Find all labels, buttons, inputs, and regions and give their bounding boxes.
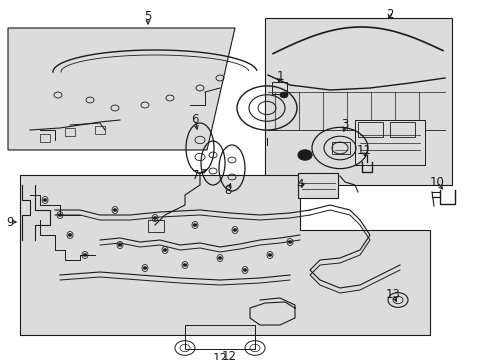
Text: 6: 6: [191, 113, 198, 126]
Circle shape: [163, 248, 167, 252]
Bar: [264, 18, 451, 185]
Circle shape: [243, 269, 246, 271]
Circle shape: [68, 234, 72, 237]
Circle shape: [153, 216, 157, 220]
Circle shape: [193, 224, 197, 226]
Bar: [148, 220, 163, 232]
Circle shape: [297, 150, 311, 160]
Text: 13: 13: [385, 288, 400, 301]
Circle shape: [43, 198, 47, 202]
Text: 5: 5: [144, 9, 151, 22]
Circle shape: [58, 213, 62, 216]
Text: 10: 10: [428, 175, 444, 189]
Text: 7: 7: [192, 168, 199, 181]
Bar: [95, 126, 105, 134]
Bar: [354, 120, 424, 165]
Text: 1: 1: [276, 69, 283, 82]
Text: 2: 2: [386, 8, 393, 21]
Text: 11: 11: [356, 144, 371, 157]
Circle shape: [118, 243, 122, 247]
Text: 3: 3: [341, 118, 348, 131]
Circle shape: [218, 257, 222, 260]
Circle shape: [83, 253, 87, 256]
Circle shape: [287, 240, 291, 243]
Polygon shape: [8, 28, 235, 150]
Bar: [65, 128, 75, 136]
Circle shape: [113, 208, 117, 211]
Bar: [357, 122, 382, 137]
Text: 8: 8: [224, 184, 231, 197]
Circle shape: [280, 92, 287, 98]
Bar: [271, 82, 286, 94]
Text: 4: 4: [296, 179, 303, 192]
Circle shape: [267, 253, 271, 256]
Bar: [297, 173, 337, 198]
Polygon shape: [20, 175, 429, 335]
Text: 12: 12: [221, 351, 236, 360]
Bar: [40, 134, 50, 142]
Circle shape: [232, 229, 237, 231]
Bar: [389, 122, 414, 137]
Circle shape: [142, 266, 147, 270]
Text: 12: 12: [212, 351, 227, 360]
Circle shape: [183, 264, 186, 266]
Text: 9: 9: [6, 216, 14, 229]
Bar: [331, 142, 349, 154]
